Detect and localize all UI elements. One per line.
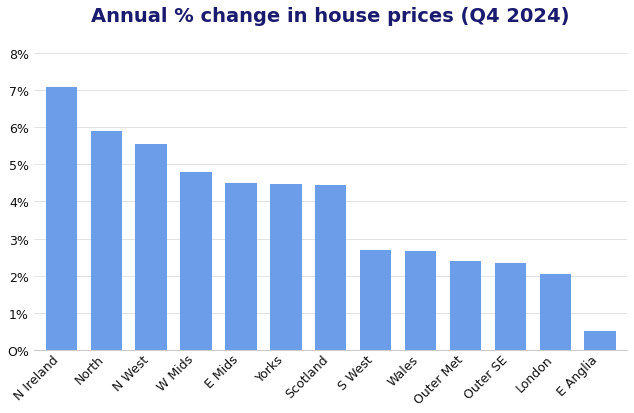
Bar <box>450 261 481 350</box>
Bar <box>136 145 167 350</box>
Bar <box>540 274 571 350</box>
Bar <box>585 331 616 350</box>
Bar <box>225 183 257 350</box>
Bar <box>46 88 77 350</box>
Bar <box>180 173 212 350</box>
Bar <box>404 252 436 350</box>
Bar <box>360 250 391 350</box>
Bar <box>495 263 526 350</box>
Bar <box>91 132 122 350</box>
Bar <box>270 184 302 350</box>
Bar <box>315 185 346 350</box>
Title: Annual % change in house prices (Q4 2024): Annual % change in house prices (Q4 2024… <box>91 7 570 26</box>
